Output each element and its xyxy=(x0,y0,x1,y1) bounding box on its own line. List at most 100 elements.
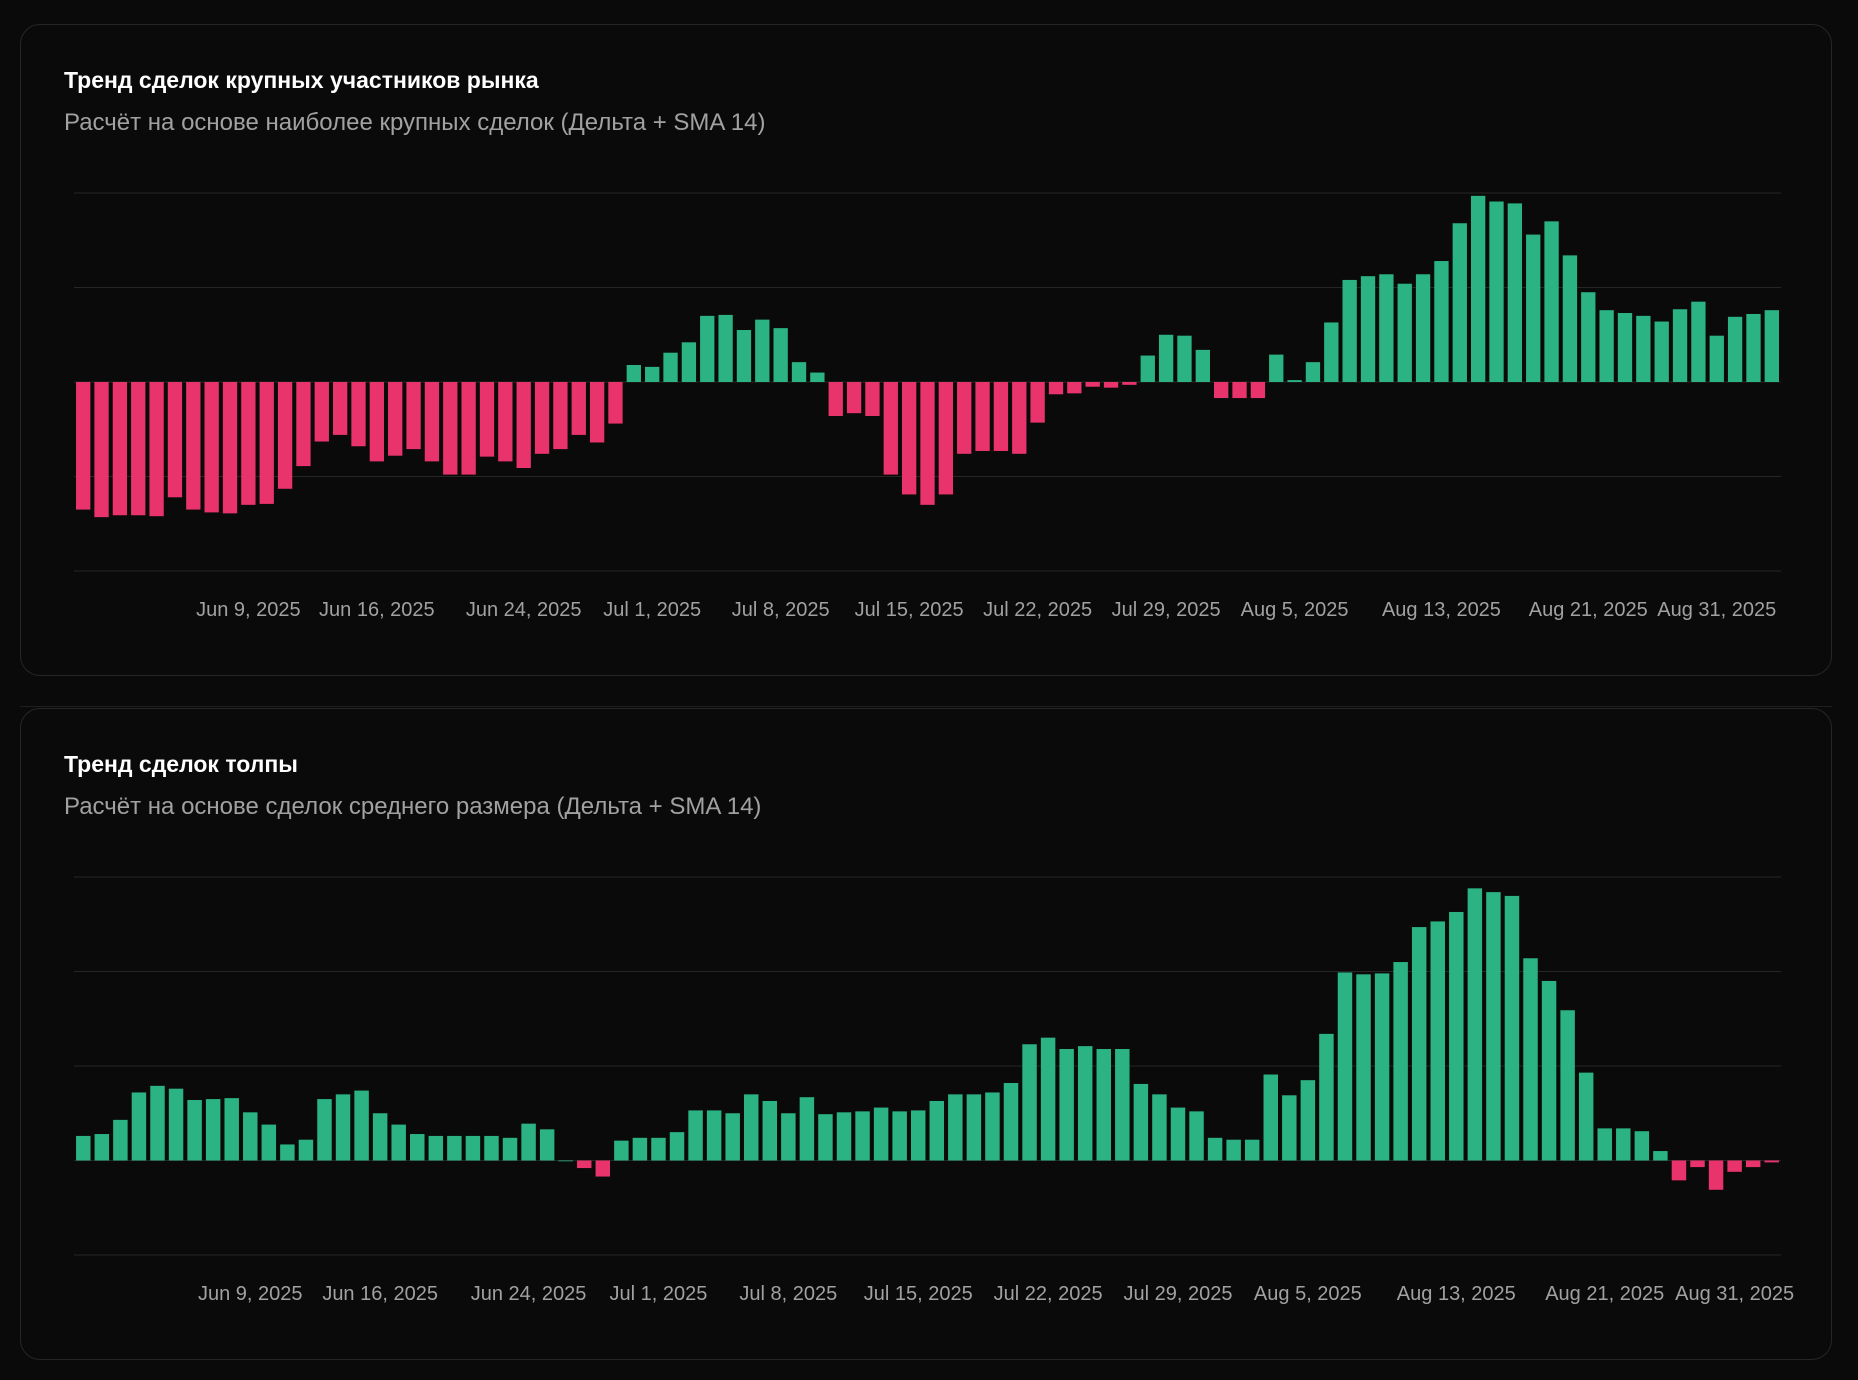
bar[interactable] xyxy=(892,1111,907,1161)
bar[interactable] xyxy=(846,382,862,414)
bar[interactable] xyxy=(1507,203,1523,382)
bar[interactable] xyxy=(424,382,440,462)
bar[interactable] xyxy=(1059,1048,1074,1161)
bar[interactable] xyxy=(428,1135,444,1161)
bar[interactable] xyxy=(1578,1072,1594,1161)
bar[interactable] xyxy=(406,382,421,450)
bar[interactable] xyxy=(744,1094,759,1161)
bar[interactable] xyxy=(354,1090,369,1161)
bar[interactable] xyxy=(388,382,403,456)
bar[interactable] xyxy=(410,1134,425,1161)
bar[interactable] xyxy=(773,328,788,382)
bar[interactable] xyxy=(1048,382,1064,395)
bar[interactable] xyxy=(725,1113,740,1161)
bar[interactable] xyxy=(1709,335,1724,382)
bar[interactable] xyxy=(447,1135,462,1161)
bar[interactable] xyxy=(1745,1160,1761,1168)
bar[interactable] xyxy=(243,1112,258,1161)
bar[interactable] xyxy=(1374,973,1390,1161)
bar[interactable] xyxy=(186,382,201,510)
bar[interactable] xyxy=(113,1119,128,1161)
bar[interactable] xyxy=(1077,1046,1093,1161)
bar[interactable] xyxy=(589,382,605,443)
bar[interactable] xyxy=(1342,279,1357,382)
bar[interactable] xyxy=(1489,201,1504,383)
bar[interactable] xyxy=(1672,309,1688,382)
bar[interactable] xyxy=(626,364,641,382)
bar[interactable] xyxy=(706,1110,722,1161)
bar[interactable] xyxy=(259,382,274,504)
bar[interactable] xyxy=(131,382,146,516)
bar[interactable] xyxy=(1636,315,1651,382)
bar[interactable] xyxy=(1152,1094,1167,1161)
bar[interactable] xyxy=(938,382,954,495)
bar[interactable] xyxy=(1158,334,1174,382)
bar[interactable] xyxy=(298,1139,314,1161)
bar[interactable] xyxy=(993,382,1009,451)
bar[interactable] xyxy=(1360,276,1376,382)
bar[interactable] xyxy=(553,382,568,450)
bar[interactable] xyxy=(781,1113,796,1161)
bar[interactable] xyxy=(516,382,531,468)
bar[interactable] xyxy=(94,1134,110,1161)
bar[interactable] xyxy=(755,319,770,382)
bar[interactable] xyxy=(718,314,733,382)
bar[interactable] xyxy=(1122,382,1137,385)
bar[interactable] xyxy=(762,1100,778,1161)
bar[interactable] xyxy=(855,1111,870,1161)
bar[interactable] xyxy=(224,1098,239,1161)
bar[interactable] xyxy=(669,1132,685,1161)
bar[interactable] xyxy=(1226,1139,1241,1161)
bar[interactable] xyxy=(920,382,935,505)
bar[interactable] xyxy=(883,382,898,475)
bar[interactable] xyxy=(828,382,843,417)
bar[interactable] xyxy=(1523,958,1538,1161)
bar[interactable] xyxy=(681,342,697,382)
bar[interactable] xyxy=(205,1099,221,1161)
bar[interactable] xyxy=(1764,310,1779,382)
bar[interactable] xyxy=(1616,1128,1631,1161)
bar[interactable] xyxy=(280,1144,295,1161)
bar[interactable] xyxy=(1287,380,1302,382)
bar[interactable] xyxy=(873,1107,889,1161)
bar[interactable] xyxy=(700,315,715,382)
bar[interactable] xyxy=(799,1097,815,1161)
bar[interactable] xyxy=(1562,255,1578,382)
bar[interactable] xyxy=(241,382,256,505)
bar[interactable] xyxy=(1634,1131,1650,1161)
bar[interactable] xyxy=(1504,895,1520,1161)
bar[interactable] xyxy=(1250,382,1266,399)
bar[interactable] xyxy=(277,382,293,489)
bar[interactable] xyxy=(261,1124,277,1161)
bar[interactable] xyxy=(632,1137,648,1161)
bar[interactable] xyxy=(910,1110,926,1161)
bar[interactable] xyxy=(1434,261,1449,382)
bar[interactable] xyxy=(1189,1111,1204,1161)
bar[interactable] xyxy=(929,1100,945,1161)
bar[interactable] xyxy=(1012,382,1027,454)
bar[interactable] xyxy=(645,366,660,382)
bar[interactable] xyxy=(1337,972,1353,1161)
bar[interactable] xyxy=(595,1160,611,1177)
bar[interactable] xyxy=(1526,234,1541,382)
bar[interactable] xyxy=(131,1092,147,1161)
bar[interactable] xyxy=(1452,223,1467,382)
bar[interactable] xyxy=(204,382,219,513)
bar[interactable] xyxy=(391,1124,406,1161)
bar[interactable] xyxy=(736,330,752,382)
bar[interactable] xyxy=(443,382,458,475)
bar[interactable] xyxy=(966,1094,982,1161)
bar[interactable] xyxy=(975,382,990,451)
bar[interactable] xyxy=(1397,283,1412,382)
bar[interactable] xyxy=(149,382,164,517)
bar[interactable] xyxy=(1581,292,1596,382)
bar[interactable] xyxy=(1415,274,1431,382)
bar[interactable] xyxy=(484,1135,499,1161)
bar[interactable] xyxy=(332,382,348,435)
bar[interactable] xyxy=(1140,355,1155,382)
bar[interactable] xyxy=(317,1099,332,1161)
bar[interactable] xyxy=(1170,1107,1186,1161)
bar[interactable] xyxy=(187,1100,202,1161)
bar[interactable] xyxy=(1269,354,1284,382)
bar[interactable] xyxy=(502,1137,518,1161)
